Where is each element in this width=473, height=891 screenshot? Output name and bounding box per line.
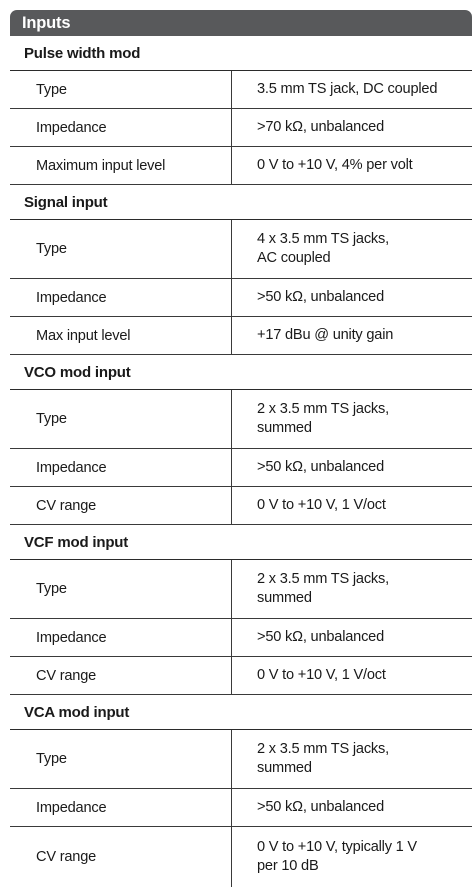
row-value: 0 V to +10 V, 1 V/oct (257, 497, 386, 513)
row-value: +17 dBu @ unity gain (257, 327, 394, 343)
row-label: Impedance (10, 789, 232, 826)
row-label: CV range (10, 657, 232, 694)
row-value: >70 kΩ, unbalanced (257, 119, 384, 135)
row-label: Type (10, 71, 232, 108)
row-label: Impedance (10, 619, 232, 656)
table-row: Impedance >50 kΩ, unbalanced (10, 789, 472, 827)
table-row: Type 4 x 3.5 mm TS jacks, AC coupled (10, 220, 472, 279)
table-row: Type 2 x 3.5 mm TS jacks, summed (10, 730, 472, 789)
row-value: 0 V to +10 V, 4% per volt (257, 157, 413, 173)
row-label: Type (10, 730, 232, 788)
table-row: CV range 0 V to +10 V, 1 V/oct (10, 487, 472, 525)
row-value: >50 kΩ, unbalanced (257, 629, 384, 645)
row-label: CV range (10, 827, 232, 887)
row-value: 2 x 3.5 mm TS jacks, summed (257, 401, 389, 436)
table-row: Impedance >50 kΩ, unbalanced (10, 619, 472, 657)
row-label: Type (10, 220, 232, 278)
row-value: 2 x 3.5 mm TS jacks, summed (257, 741, 389, 776)
row-value: >50 kΩ, unbalanced (257, 289, 384, 305)
row-value: >50 kΩ, unbalanced (257, 799, 384, 815)
row-value: 2 x 3.5 mm TS jacks, summed (257, 571, 389, 606)
inputs-banner: Inputs (10, 10, 472, 36)
spec-page: Inputs Pulse width mod Type 3.5 mm TS ja… (10, 0, 472, 887)
row-label: Impedance (10, 449, 232, 486)
table-row: CV range 0 V to +10 V, 1 V/oct (10, 657, 472, 695)
table-row: Maximum input level 0 V to +10 V, 4% per… (10, 147, 472, 185)
row-value: >50 kΩ, unbalanced (257, 459, 384, 475)
table-row: Impedance >50 kΩ, unbalanced (10, 449, 472, 487)
table-row: Impedance >70 kΩ, unbalanced (10, 109, 472, 147)
row-label: Max input level (10, 317, 232, 354)
section-title-signal-input: Signal input (10, 185, 472, 220)
section-title-vca-mod-input: VCA mod input (10, 695, 472, 730)
table-row: Type 2 x 3.5 mm TS jacks, summed (10, 390, 472, 449)
row-value: 0 V to +10 V, 1 V/oct (257, 667, 386, 683)
table-row: Impedance >50 kΩ, unbalanced (10, 279, 472, 317)
section-title-vco-mod-input: VCO mod input (10, 355, 472, 390)
row-value: 3.5 mm TS jack, DC coupled (257, 81, 438, 97)
table-row: Type 2 x 3.5 mm TS jacks, summed (10, 560, 472, 619)
row-label: Maximum input level (10, 147, 232, 184)
row-value: 4 x 3.5 mm TS jacks, AC coupled (257, 231, 389, 266)
row-label: Type (10, 560, 232, 618)
table-row: CV range 0 V to +10 V, typically 1 V per… (10, 827, 472, 887)
row-value: 0 V to +10 V, typically 1 V per 10 dB (257, 839, 417, 874)
section-title-vcf-mod-input: VCF mod input (10, 525, 472, 560)
row-label: Type (10, 390, 232, 448)
table-row: Type 3.5 mm TS jack, DC coupled (10, 71, 472, 109)
row-label: Impedance (10, 279, 232, 316)
table-row: Max input level +17 dBu @ unity gain (10, 317, 472, 355)
row-label: Impedance (10, 109, 232, 146)
row-label: CV range (10, 487, 232, 524)
section-title-pulse-width-mod: Pulse width mod (10, 36, 472, 71)
